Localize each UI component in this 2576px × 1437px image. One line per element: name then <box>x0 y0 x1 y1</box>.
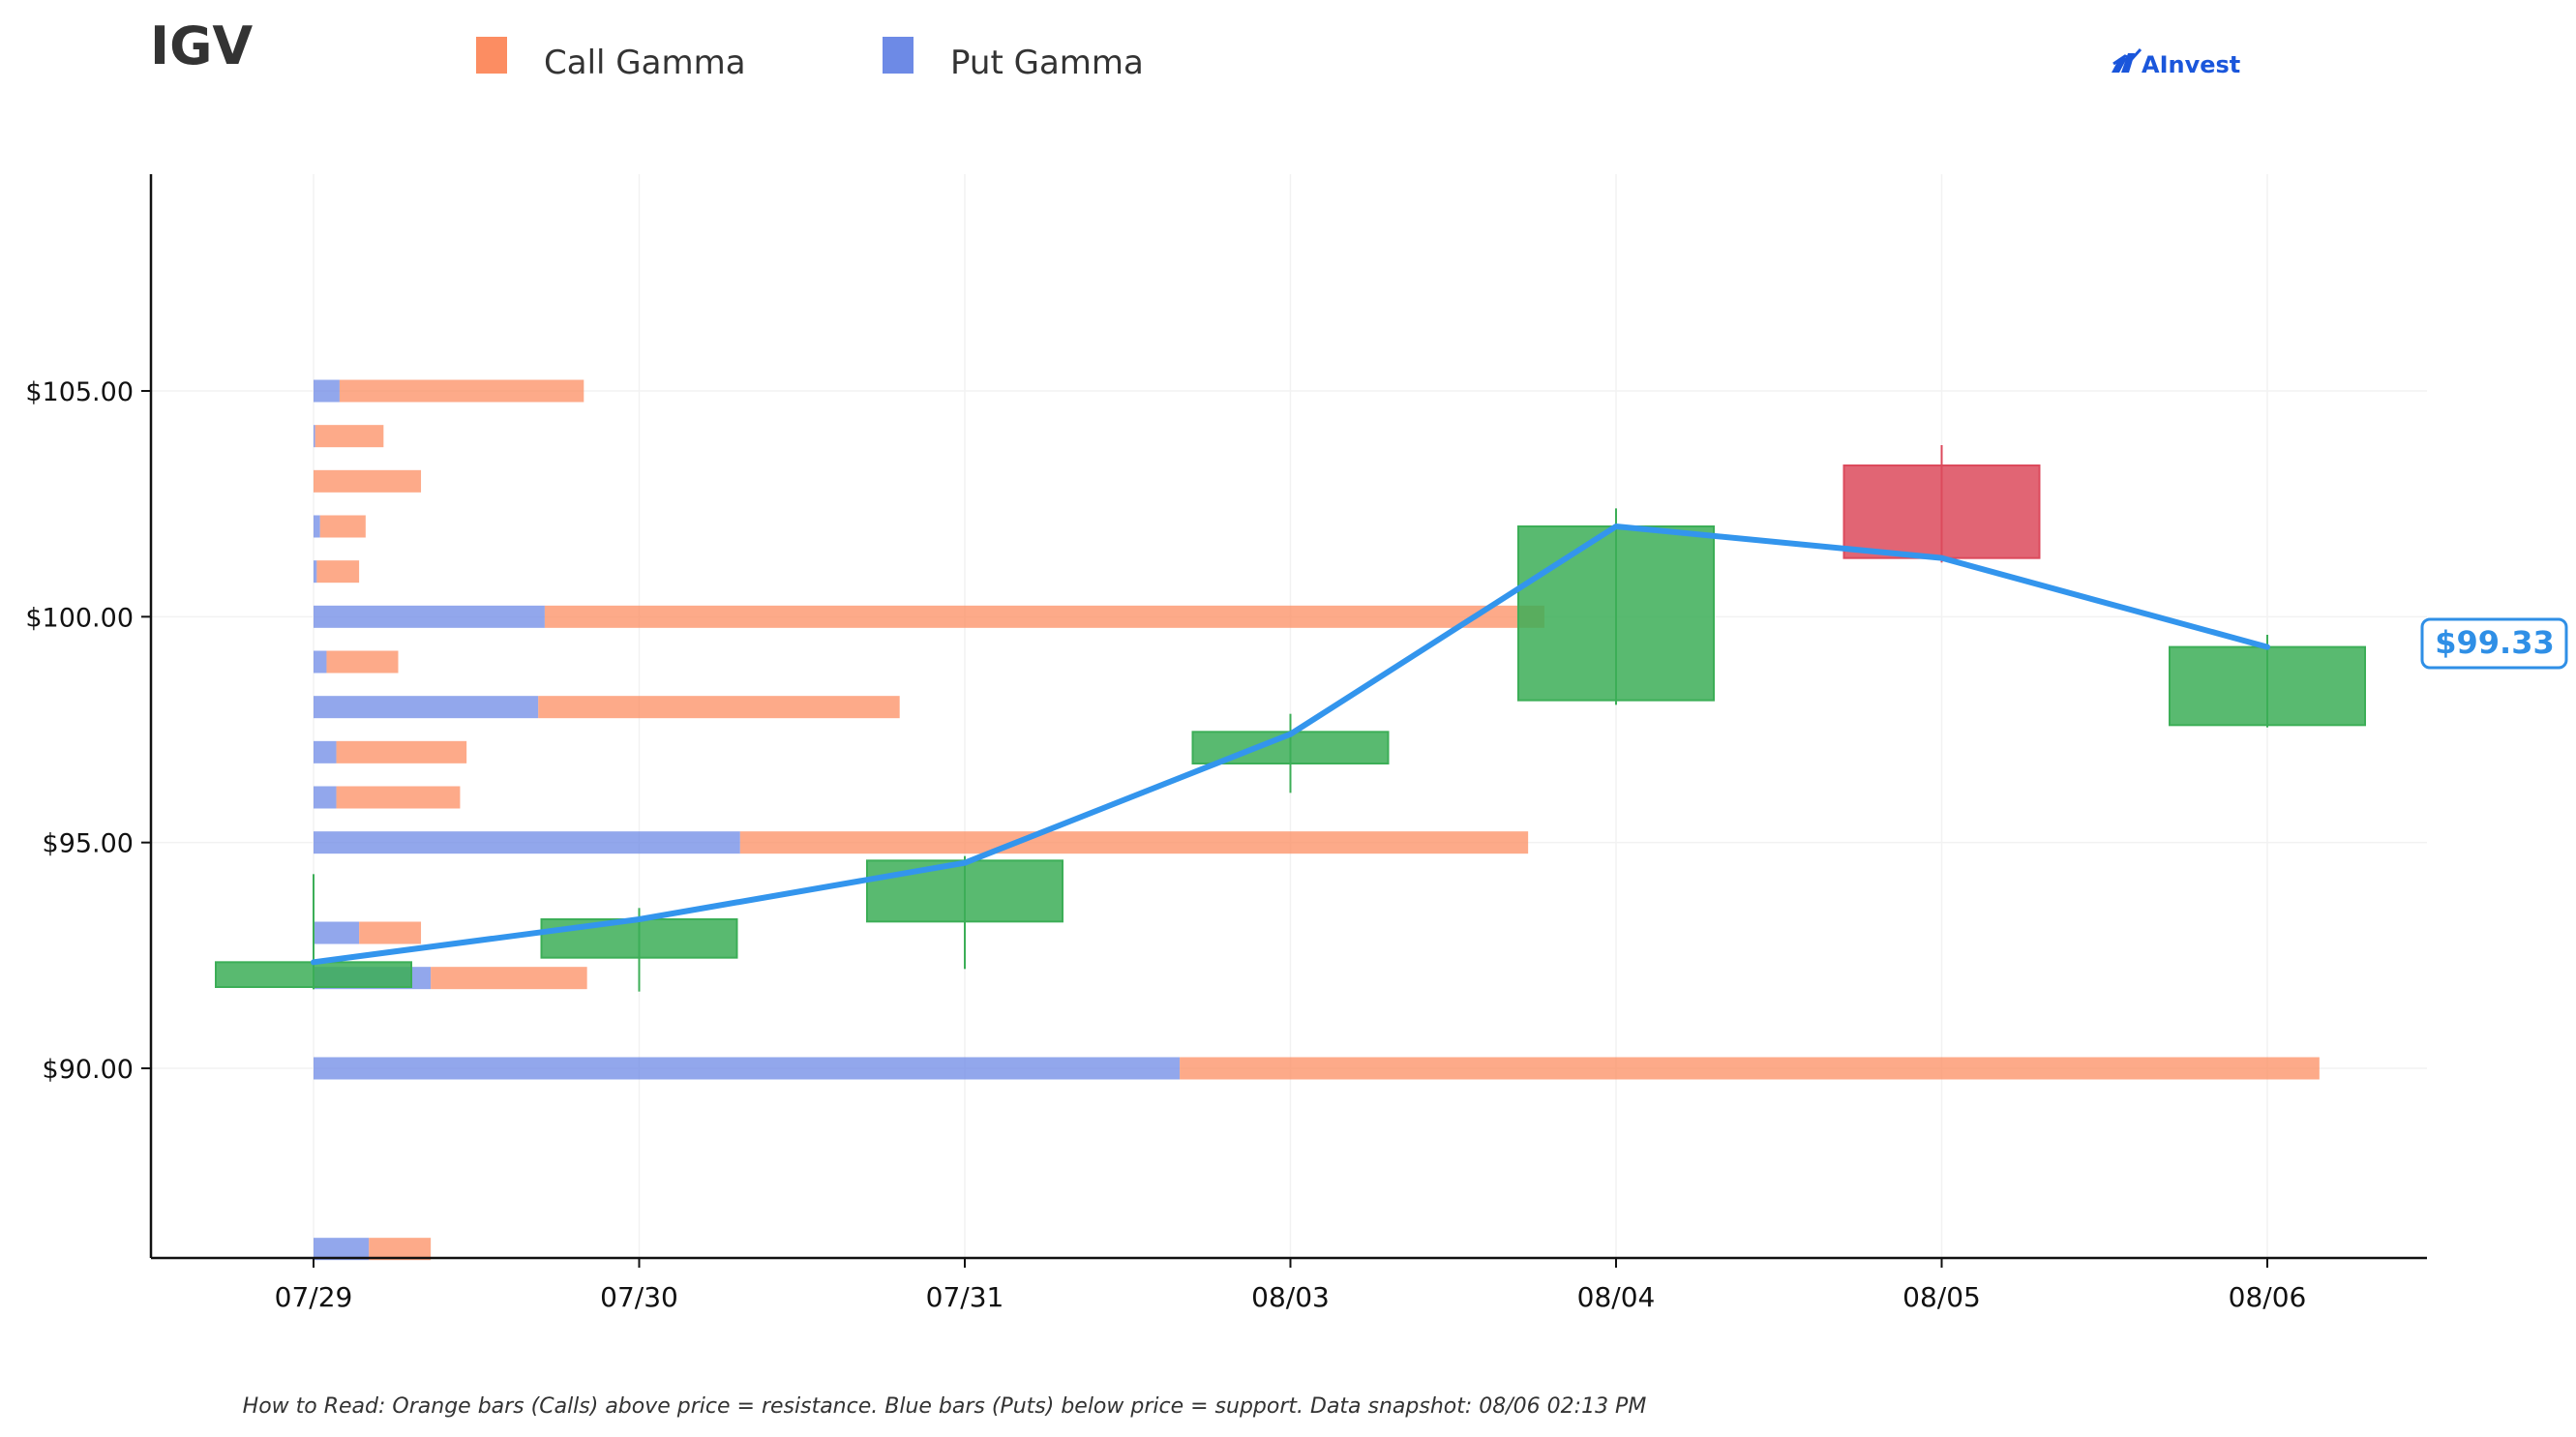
gamma-bars <box>314 379 2320 1261</box>
put-gamma-bar <box>314 650 327 674</box>
put-gamma-bar <box>314 560 317 584</box>
legend: Call Gamma Put Gamma <box>476 37 1144 82</box>
x-tick-label: 08/04 <box>1577 1281 1656 1313</box>
legend-put-swatch <box>883 37 914 74</box>
candle-body <box>540 918 738 959</box>
call-gamma-bar <box>319 515 366 538</box>
x-tick-label: 08/03 <box>1251 1281 1330 1313</box>
x-tick-label: 07/30 <box>600 1281 678 1313</box>
x-tick-label: 08/05 <box>1902 1281 1981 1313</box>
put-gamma-bar <box>314 786 337 809</box>
x-tick-label: 08/06 <box>2229 1281 2307 1313</box>
put-gamma-bar <box>314 1238 370 1261</box>
call-gamma-bar <box>369 1238 432 1261</box>
put-gamma-bar <box>314 740 337 763</box>
y-tick-label: $95.00 <box>43 829 134 859</box>
brand-logo: AInvest <box>2112 47 2240 78</box>
put-gamma-bar <box>314 605 545 628</box>
candlesticks <box>215 445 2366 992</box>
chart-title: IGV <box>150 15 253 76</box>
candle-body <box>866 859 1063 923</box>
logo-text: AInvest <box>2142 51 2240 78</box>
call-gamma-bar <box>326 650 399 674</box>
put-gamma-bar <box>314 831 740 854</box>
price-line-layer <box>311 524 2270 966</box>
legend-call-swatch <box>476 37 507 74</box>
candle-body <box>215 961 412 988</box>
call-gamma-bar <box>336 786 461 809</box>
put-gamma-bar <box>314 379 340 403</box>
put-gamma-bar <box>314 921 360 944</box>
footnote: How to Read: Orange bars (Calls) above p… <box>243 1394 1647 1419</box>
price-line <box>311 524 2270 966</box>
put-gamma-bar <box>314 696 539 719</box>
legend-call-label: Call Gamma <box>544 44 746 82</box>
logo-chart-icon <box>2112 47 2142 73</box>
call-gamma-bar <box>431 967 587 990</box>
x-tick-label: 07/29 <box>275 1281 353 1313</box>
put-gamma-bar <box>314 1057 1181 1080</box>
last-price-box <box>2420 617 2568 670</box>
call-gamma-bar <box>739 831 1529 854</box>
last-price-label: $99.33 <box>2435 624 2554 661</box>
candle-body <box>1842 464 2041 559</box>
call-gamma-bar <box>1180 1057 2320 1080</box>
put-gamma-bar <box>314 515 320 538</box>
x-tick-label: 07/31 <box>926 1281 1004 1313</box>
y-tick-label: $90.00 <box>43 1055 134 1085</box>
call-gamma-bar <box>544 605 1544 628</box>
call-gamma-bar <box>315 425 384 448</box>
put-gamma-bar <box>314 425 315 448</box>
call-gamma-bar <box>314 469 422 493</box>
axes: $90.00 $95.00 $100.00 $105.00 07/29 07/30 07/3… <box>25 174 2427 1313</box>
call-gamma-bar <box>538 696 900 719</box>
candle-body <box>1517 525 1715 702</box>
legend-put-label: Put Gamma <box>950 44 1144 82</box>
call-gamma-bar <box>339 379 584 403</box>
call-gamma-bar <box>336 740 467 763</box>
last-price-callout: $99.33 <box>2420 617 2568 670</box>
y-tick-label: $100.00 <box>25 603 134 633</box>
candle-body <box>2169 645 2366 727</box>
call-gamma-bar <box>316 560 360 584</box>
call-gamma-bar <box>359 921 422 944</box>
y-tick-label: $105.00 <box>25 377 134 407</box>
